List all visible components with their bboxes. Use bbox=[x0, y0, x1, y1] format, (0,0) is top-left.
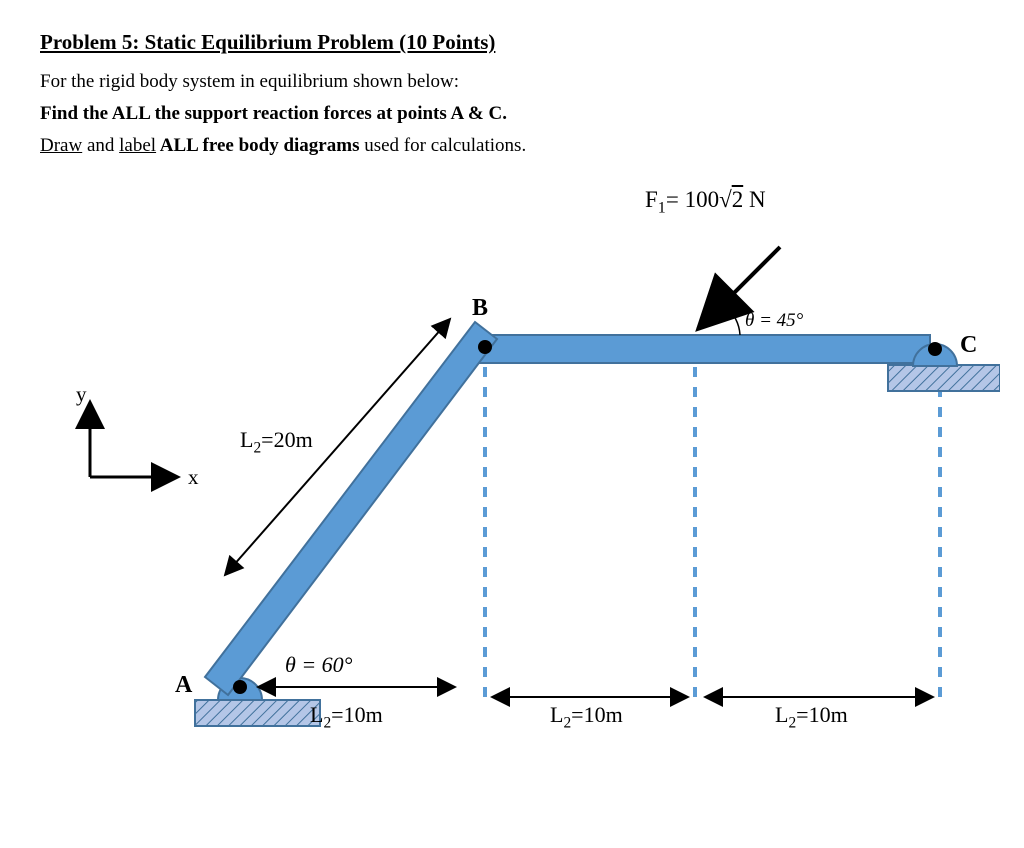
line-1: For the rigid body system in equilibrium… bbox=[40, 71, 984, 93]
label-F1: F1= 100√2 N bbox=[645, 187, 766, 218]
label-x: x bbox=[188, 465, 199, 490]
line3-end: used for calculations. bbox=[359, 135, 526, 156]
beam-ab bbox=[205, 322, 497, 695]
line3-label: label bbox=[119, 135, 156, 156]
label-C: C bbox=[960, 332, 977, 359]
joint-b bbox=[478, 340, 492, 354]
label-theta45: θ = 45° bbox=[745, 310, 803, 332]
label-l2-10c: L2=10m bbox=[775, 702, 848, 732]
beam-bc bbox=[480, 335, 930, 363]
label-l2-20: L2=20m bbox=[240, 427, 313, 457]
label-A: A bbox=[175, 672, 192, 699]
label-theta60: θ = 60° bbox=[285, 652, 352, 678]
label-B: B bbox=[472, 295, 488, 322]
ground-a bbox=[195, 700, 320, 726]
problem-title: Problem 5: Static Equilibrium Problem (1… bbox=[40, 30, 984, 55]
line-3: Draw and label ALL free body diagrams us… bbox=[40, 135, 984, 157]
theta45-arc bbox=[725, 306, 740, 335]
label-l2-10b: L2=10m bbox=[550, 702, 623, 732]
label-y: y bbox=[76, 382, 87, 407]
line-2: Find the ALL the support reaction forces… bbox=[40, 103, 984, 125]
joint-a bbox=[233, 680, 247, 694]
diagram: y x A B C L2=20m θ = 60° θ = 45° F1= 100… bbox=[40, 167, 1000, 767]
ground-c bbox=[888, 365, 1000, 391]
line3-mid: and bbox=[82, 135, 119, 156]
line3-draw: Draw bbox=[40, 135, 82, 156]
line3-post: ALL free body diagrams bbox=[156, 135, 359, 156]
joint-c bbox=[928, 342, 942, 356]
label-l2-10a: L2=10m bbox=[310, 702, 383, 732]
